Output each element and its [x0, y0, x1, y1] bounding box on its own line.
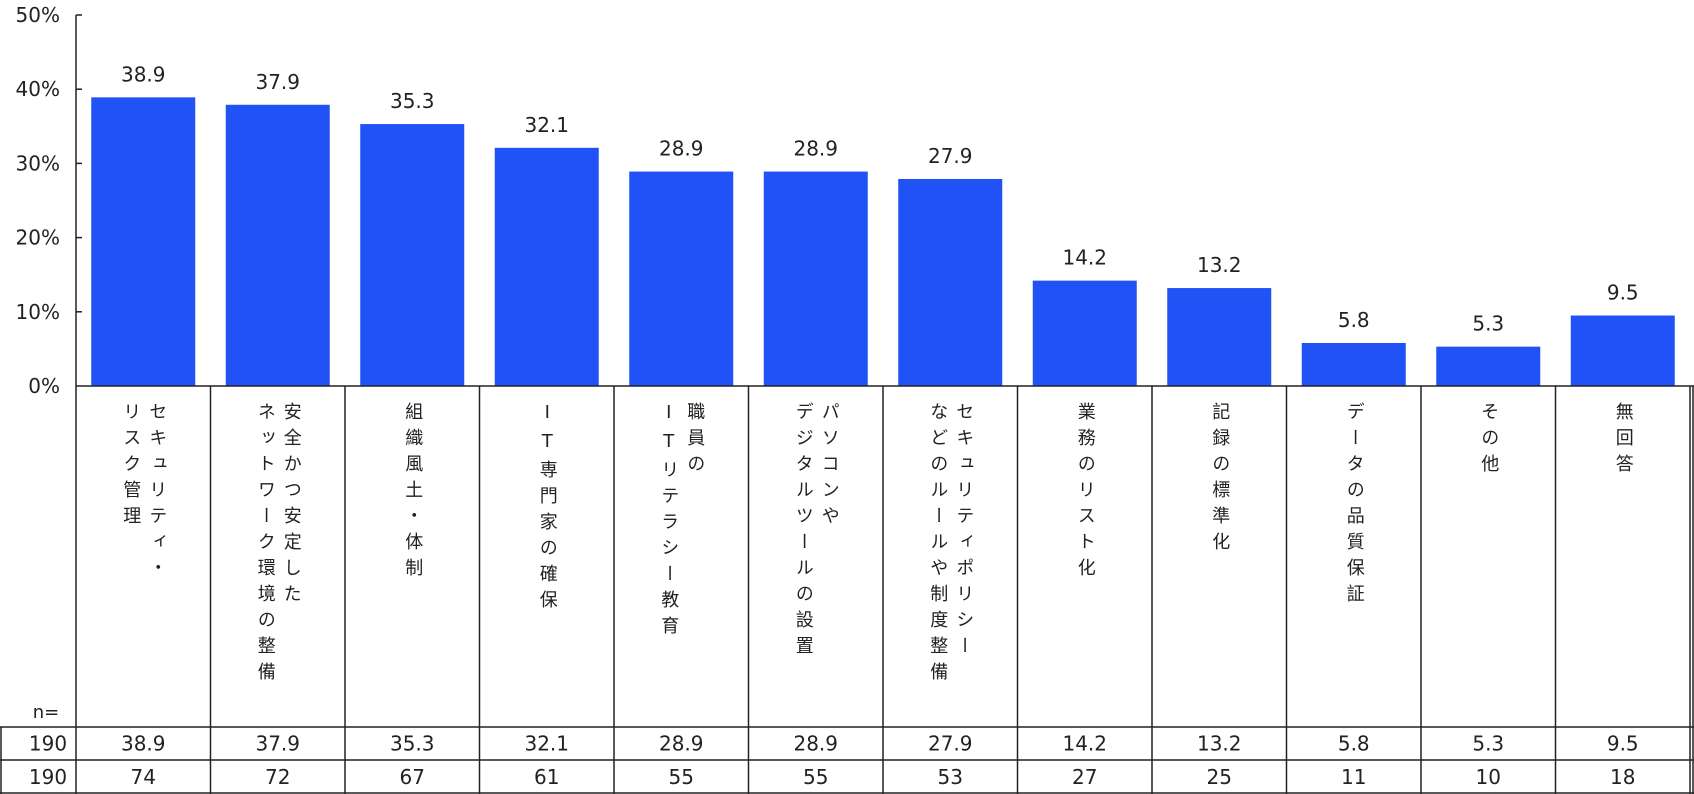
table-cell: 28.9	[659, 732, 704, 756]
bar-data-label: 35.3	[390, 89, 435, 113]
bar	[91, 97, 196, 386]
category-label-line: デジタルツールの設置	[792, 402, 814, 662]
table-cell: 28.9	[793, 732, 838, 756]
table-cell: 67	[400, 765, 425, 789]
n-label: n=	[33, 702, 60, 723]
table-cell: 32.1	[524, 732, 569, 756]
table-cell: 27.9	[928, 732, 973, 756]
table-cell: 27	[1072, 765, 1097, 789]
category-label-line: ネットワーク環境の整備	[254, 402, 276, 688]
bar	[225, 104, 330, 387]
y-tick-label: 10%	[16, 300, 60, 324]
y-tick-label: 20%	[16, 226, 60, 250]
category-label-line: リスク管理	[120, 402, 142, 532]
y-tick-label: 50%	[16, 3, 60, 27]
table-cell: 13.2	[1197, 732, 1242, 756]
table-cell: 25	[1207, 765, 1232, 789]
bar-data-label: 27.9	[928, 144, 973, 168]
bar-data-label: 14.2	[1062, 246, 1107, 270]
bar	[1167, 288, 1272, 386]
bar	[898, 178, 1003, 386]
bar-data-label: 5.3	[1472, 312, 1504, 336]
table-cell: 55	[669, 765, 694, 789]
bar-data-label: 28.9	[659, 137, 704, 161]
table-cell: 74	[131, 765, 156, 789]
category-label-line: 記録の標準化	[1209, 402, 1231, 558]
category-label-line: 無回答	[1612, 402, 1634, 480]
category-label: セキュリティポリシー などのルールや制度整備	[883, 402, 1018, 688]
category-label: 記録の標準化	[1152, 402, 1287, 558]
category-label: パソコンや デジタルツールの設置	[749, 402, 884, 662]
category-label: IT専門家の確保	[480, 402, 615, 616]
category-label-line: ITリテラシー教育	[658, 402, 680, 642]
category-label: 無回答	[1556, 402, 1691, 480]
table-cell: 9.5	[1607, 732, 1639, 756]
category-label-line: セキュリティ・	[146, 402, 168, 584]
category-label-line: 組織風土・体制	[402, 402, 424, 584]
table-cell: 72	[265, 765, 290, 789]
category-label-line: 安全かつ安定した	[280, 402, 302, 610]
bar	[1301, 342, 1406, 386]
category-label: セキュリティ・ リスク管理	[76, 402, 211, 584]
table-cell: 18	[1610, 765, 1635, 789]
category-label: 安全かつ安定した ネットワーク環境の整備	[211, 402, 346, 688]
bar-data-label: 37.9	[255, 70, 300, 94]
category-label: 組織風土・体制	[345, 402, 480, 584]
bar-data-label: 38.9	[121, 62, 166, 86]
bar	[629, 171, 734, 386]
category-label-line: などのルールや制度整備	[927, 402, 949, 688]
bar-data-label: 5.8	[1338, 308, 1370, 332]
bar-data-label: 9.5	[1607, 281, 1639, 305]
y-tick-label: 40%	[16, 77, 60, 101]
table-n-value: 190	[29, 732, 67, 756]
table-n-value: 190	[29, 765, 67, 789]
table-cell: 37.9	[255, 732, 300, 756]
category-label-line: 業務のリスト化	[1074, 402, 1096, 584]
table-cell: 61	[534, 765, 559, 789]
table-cell: 11	[1341, 765, 1366, 789]
table-cell: 53	[938, 765, 963, 789]
category-label: データの品質保証	[1287, 402, 1422, 610]
table-cell: 10	[1476, 765, 1501, 789]
bar	[763, 171, 868, 386]
table-cell: 38.9	[121, 732, 166, 756]
bar	[494, 147, 599, 386]
y-tick-label: 30%	[16, 151, 60, 175]
table-cell: 5.8	[1338, 732, 1370, 756]
y-tick-label: 0%	[28, 374, 60, 398]
table-cell: 14.2	[1062, 732, 1107, 756]
table-cell: 5.3	[1472, 732, 1504, 756]
category-label: 業務のリスト化	[1018, 402, 1153, 584]
bar	[1436, 346, 1541, 386]
category-label-line: セキュリティポリシー	[953, 402, 975, 662]
bar	[1032, 280, 1137, 386]
bar	[1570, 315, 1675, 386]
category-label-line: 職員の	[684, 402, 706, 480]
bar-data-label: 28.9	[793, 137, 838, 161]
category-label-line: パソコンや	[818, 402, 840, 532]
bar-data-label: 32.1	[524, 113, 569, 137]
bar	[360, 124, 465, 386]
category-label-line: データの品質保証	[1343, 402, 1365, 610]
category-label-line: IT専門家の確保	[536, 402, 558, 616]
category-label: 職員の ITリテラシー教育	[614, 402, 749, 642]
table-cell: 35.3	[390, 732, 435, 756]
category-label-line: その他	[1478, 402, 1500, 480]
bar-data-label: 13.2	[1197, 253, 1242, 277]
table-cell: 55	[803, 765, 828, 789]
category-label: その他	[1421, 402, 1556, 480]
